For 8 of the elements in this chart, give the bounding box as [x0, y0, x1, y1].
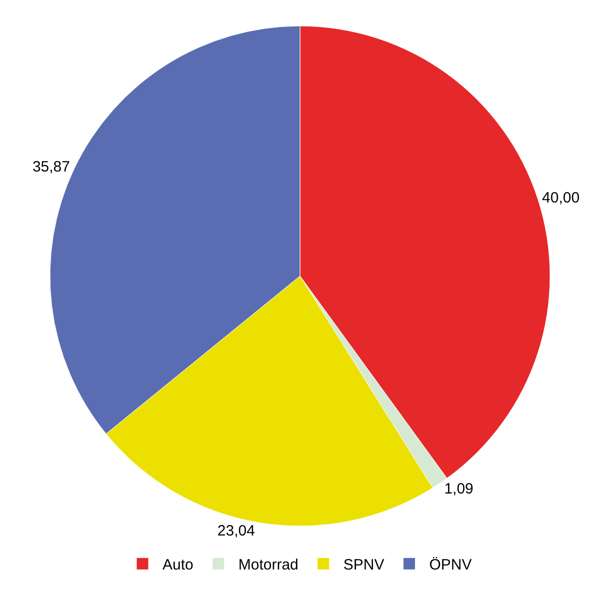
data-label: 35,87 — [32, 158, 70, 176]
legend-label: Motorrad — [238, 556, 298, 574]
legend-label: SPNV — [343, 556, 384, 574]
legend-label: Auto — [162, 556, 194, 574]
data-label: 1,09 — [444, 480, 474, 498]
data-label: 40,00 — [542, 189, 580, 206]
data-label: 23,04 — [217, 522, 255, 540]
legend-label: ÖPNV — [429, 556, 472, 574]
